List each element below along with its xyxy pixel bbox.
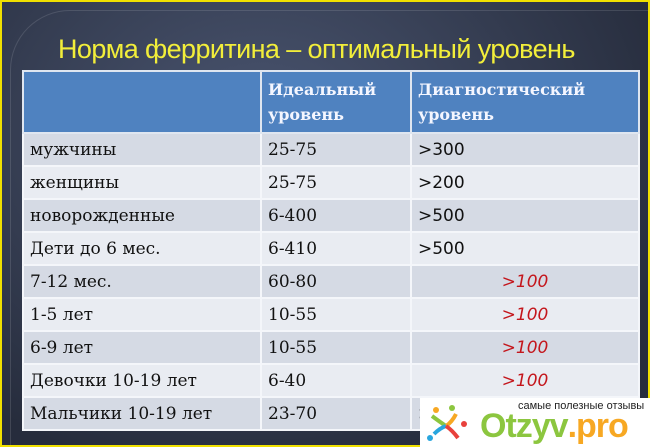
cell-diagnostic: >500 [410,231,640,266]
cell-ideal: 6-400 [260,198,412,233]
ferritin-table: Идеальный уровень Диагностический уровен… [22,70,640,431]
cell-diagnostic: >100 [410,363,640,398]
cell-group: новорожденные [22,198,262,233]
cell-diagnostic: >100 [410,264,640,299]
table-row: 6-9 лет 10-55 >100 [22,330,640,365]
cell-ideal: 60-80 [260,264,412,299]
slide-title: Норма ферритина – оптимальный уровень [58,34,575,64]
cell-diagnostic: >100 [410,297,640,332]
cell-diagnostic: >500 [410,198,640,233]
watermark-tagline: самые полезные отзывы [518,400,645,412]
table-row: женщины 25-75 >200 [22,165,640,200]
cell-group: Мальчики 10-19 лет [22,396,262,431]
header-diagnostic: Диагностический уровень [410,70,640,134]
table-row: 1-5 лет 10-55 >100 [22,297,640,332]
cell-group: мужчины [22,132,262,167]
watermark-brand: Otzyv.pro [480,407,629,445]
header-group [22,70,262,134]
cell-group: женщины [22,165,262,200]
cell-group: Дети до 6 мес. [22,231,262,266]
cell-diagnostic: >200 [410,165,640,200]
cell-ideal: 6-40 [260,363,412,398]
table-row: 7-12 мес. 60-80 >100 [22,264,640,299]
table-row: новорожденные 6-400 >500 [22,198,640,233]
table-row: мужчины 25-75 >300 [22,132,640,167]
table-row: Девочки 10-19 лет 6-40 >100 [22,363,640,398]
cell-group: 1-5 лет [22,297,262,332]
cell-ideal: 23-70 [260,396,412,431]
cell-ideal: 10-55 [260,297,412,332]
cell-diagnostic: >300 [410,132,640,167]
cell-ideal: 6-410 [260,231,412,266]
decorative-arc [10,10,648,445]
cell-ideal: 25-75 [260,132,412,167]
header-ideal: Идеальный уровень [260,70,412,134]
cell-ideal: 25-75 [260,165,412,200]
cell-group: Девочки 10-19 лет [22,363,262,398]
table-row: Дети до 6 мес. 6-410 >500 [22,231,640,266]
table-header-row: Идеальный уровень Диагностический уровен… [22,70,640,134]
cell-group: 7-12 мес. [22,264,262,299]
cell-group: 6-9 лет [22,330,262,365]
otzyv-watermark: самые полезные отзывы Otzyv.pro [420,398,650,447]
cell-diagnostic: >100 [410,330,640,365]
cell-ideal: 10-55 [260,330,412,365]
otzyv-logo-icon [427,405,467,441]
